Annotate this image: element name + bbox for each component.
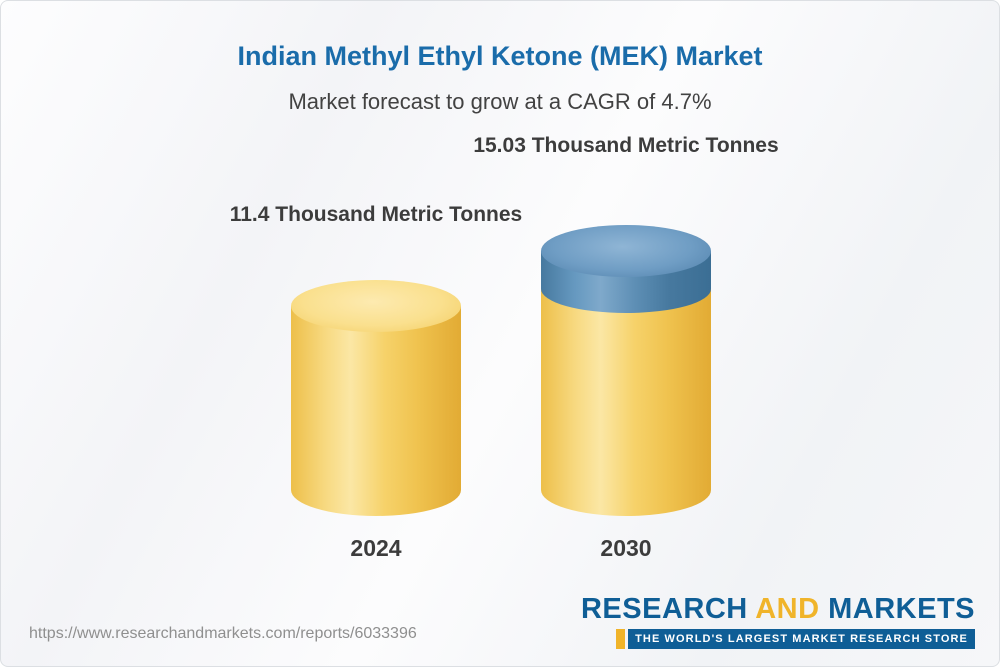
bar-2030-cap xyxy=(541,225,711,277)
chart-title: Indian Methyl Ethyl Ketone (MEK) Market xyxy=(237,41,763,71)
bar-2030-base-segment xyxy=(541,289,711,516)
logo-wordmark: RESEARCH AND MARKETS xyxy=(581,595,975,624)
logo-word-research: RESEARCH xyxy=(580,593,748,625)
bar-value-label-2024: 11.4 Thousand Metric Tonnes xyxy=(229,203,523,226)
logo-tagline-row: THE WORLD'S LARGEST MARKET RESEARCH STOR… xyxy=(616,629,975,650)
logo-gold-square xyxy=(616,629,626,650)
bar-value-label-2030: 15.03 Thousand Metric Tonnes xyxy=(473,134,779,157)
report-url: https://www.researchandmarkets.com/repor… xyxy=(29,625,417,642)
research-and-markets-logo: RESEARCH AND MARKETS THE WORLD'S LARGEST… xyxy=(581,595,975,650)
x-axis-label-2024: 2024 xyxy=(350,535,402,561)
chart-subtitle: Market forecast to grow at a CAGR of 4.7… xyxy=(288,89,712,114)
logo-tagline: THE WORLD'S LARGEST MARKET RESEARCH STOR… xyxy=(628,629,975,650)
x-axis-label-2030: 2030 xyxy=(600,535,652,561)
bar-2024-cap xyxy=(291,280,461,332)
bar-2024-body xyxy=(291,306,461,516)
logo-word-and: AND xyxy=(755,593,820,625)
bar-2030-cylinder xyxy=(541,225,711,516)
bar-2024-cylinder xyxy=(291,280,461,516)
logo-word-markets: MARKETS xyxy=(828,593,975,625)
